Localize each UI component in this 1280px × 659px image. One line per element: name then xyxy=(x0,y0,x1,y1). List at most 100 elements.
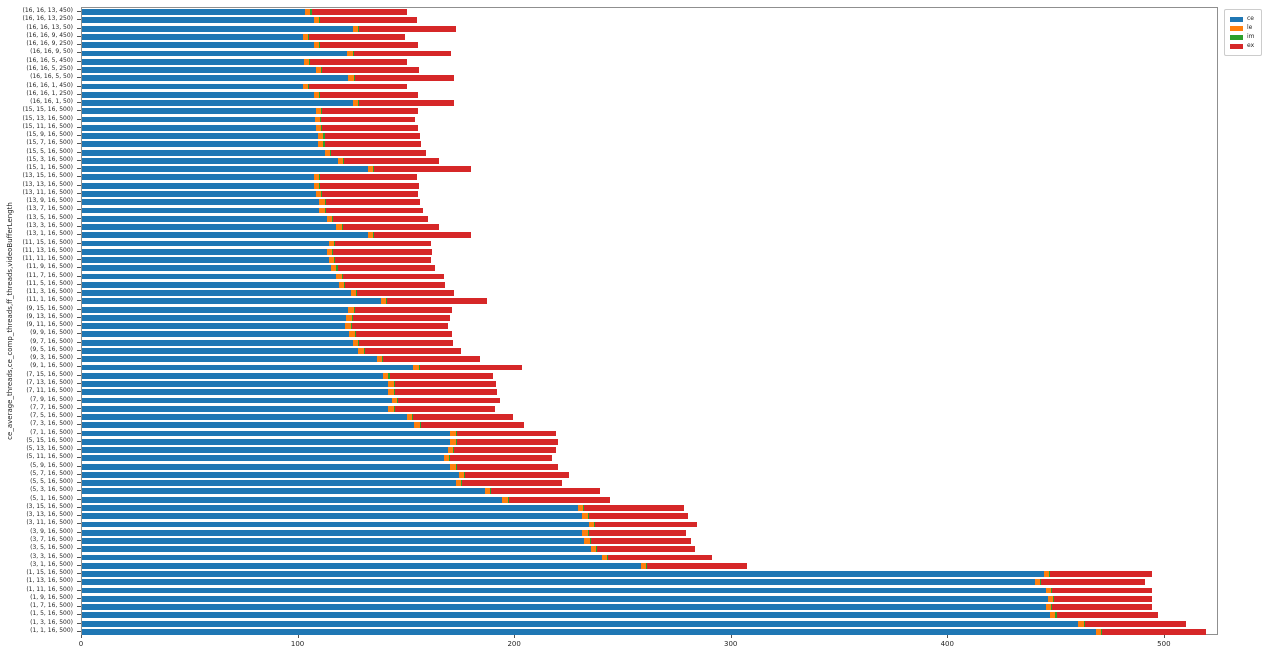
bar-segment-le xyxy=(313,182,320,189)
y-tick-label: (1, 15, 16, 500) xyxy=(26,569,73,577)
y-tick-mark xyxy=(77,548,81,550)
bar-segment-ce xyxy=(82,604,1046,610)
bar-row xyxy=(82,339,454,346)
legend-swatch-le xyxy=(1230,25,1243,31)
bar-segment-le xyxy=(1045,587,1052,594)
x-tick-label: 0 xyxy=(78,640,84,648)
plot-area xyxy=(81,7,1218,635)
bar-segment-le xyxy=(367,232,374,239)
y-tick-label: (13, 1, 16, 500) xyxy=(26,230,73,238)
bar-segment-le xyxy=(406,414,413,420)
y-tick-mark xyxy=(77,176,81,178)
bar-segment-im xyxy=(455,438,457,445)
y-tick-mark xyxy=(77,416,81,418)
y-tick-label: (1, 11, 16, 500) xyxy=(26,585,73,593)
bar-segment-im xyxy=(1051,587,1053,594)
bar-segment-le xyxy=(388,389,394,396)
bar-segment-ce xyxy=(82,538,585,544)
bar-segment-im xyxy=(323,141,325,148)
y-tick-label: (9, 5, 16, 500) xyxy=(30,345,73,353)
y-tick-label: (9, 11, 16, 500) xyxy=(26,321,73,329)
bar-segment-ce xyxy=(82,463,451,470)
x-tick-label: 200 xyxy=(507,640,521,648)
bar-row xyxy=(82,463,559,470)
bar-segment-ex xyxy=(1102,628,1206,635)
bar-segment-le xyxy=(450,430,456,437)
bar-segment-im xyxy=(1040,579,1042,586)
bar-segment-ex xyxy=(588,513,689,520)
bar-segment-le xyxy=(577,505,584,511)
bar-segment-ex xyxy=(374,166,471,173)
bar-segment-im xyxy=(319,17,321,24)
y-tick-mark xyxy=(77,465,81,467)
bar-segment-ex xyxy=(398,397,500,404)
bar-segment-ce xyxy=(82,562,641,569)
bar-segment-le xyxy=(318,141,324,148)
bar-segment-ce xyxy=(82,397,392,404)
bar-segment-le xyxy=(328,257,335,263)
bar-row xyxy=(82,438,559,445)
bar-segment-ce xyxy=(82,587,1046,594)
y-tick-label: (7, 7, 16, 500) xyxy=(30,403,73,411)
bar-segment-ex xyxy=(1054,595,1152,602)
bar-segment-im xyxy=(393,389,395,396)
bar-segment-ex xyxy=(454,447,557,453)
bar-segment-ce xyxy=(82,166,368,173)
y-tick-mark xyxy=(77,209,81,211)
y-tick-mark xyxy=(77,449,81,451)
bar-segment-ex xyxy=(320,17,417,24)
y-tick-mark xyxy=(77,77,81,79)
y-tick-label: (3, 9, 16, 500) xyxy=(30,527,73,535)
y-tick-label: (5, 9, 16, 500) xyxy=(30,461,73,469)
bar-segment-le xyxy=(413,364,419,371)
bar-segment-le xyxy=(350,290,356,296)
y-tick-label: (15, 15, 16, 500) xyxy=(22,106,73,114)
y-tick-mark xyxy=(77,60,81,62)
y-tick-mark xyxy=(77,581,81,583)
y-tick-label: (13, 7, 16, 500) xyxy=(26,205,73,213)
bar-segment-ce xyxy=(82,348,359,354)
y-axis-tick-labels: (16, 16, 13, 450) (16, 16, 13, 250) (16, 1… xyxy=(0,7,77,635)
bar-segment-le xyxy=(326,248,333,255)
y-tick-mark xyxy=(77,159,81,161)
bar-segment-le xyxy=(391,397,398,404)
y-tick-mark xyxy=(77,556,81,558)
bar-segment-im xyxy=(309,58,311,65)
bar-segment-le xyxy=(450,438,456,445)
bar-row xyxy=(82,397,500,404)
bar-row xyxy=(82,240,431,247)
bar-segment-le xyxy=(1047,595,1054,602)
legend-entry-le: le xyxy=(1230,24,1255,32)
bar-segment-ex xyxy=(354,75,455,82)
bar-segment-ce xyxy=(82,496,503,503)
y-tick-label: (5, 15, 16, 500) xyxy=(26,436,73,444)
bar-segment-ce xyxy=(82,83,303,90)
bar-segment-ex xyxy=(322,108,418,115)
bar-segment-le xyxy=(337,157,343,164)
bar-row xyxy=(82,281,445,288)
bar-segment-ce xyxy=(82,232,368,239)
bar-row xyxy=(82,306,453,313)
y-tick-label: (1, 9, 16, 500) xyxy=(30,593,73,601)
y-tick-label: (3, 5, 16, 500) xyxy=(30,544,73,552)
bar-row xyxy=(82,455,552,462)
y-tick-label: (3, 1, 16, 500) xyxy=(30,560,73,568)
x-tick-label: 500 xyxy=(1157,640,1171,648)
bar-segment-le xyxy=(305,9,311,16)
bar-segment-im xyxy=(388,372,390,379)
bar-segment-ce xyxy=(82,438,451,445)
bar-segment-ex xyxy=(351,323,448,330)
bar-segment-im xyxy=(1055,612,1057,619)
y-tick-mark xyxy=(77,283,81,285)
bar-segment-ex xyxy=(374,232,471,239)
y-tick-mark xyxy=(77,259,81,261)
bar-row xyxy=(82,447,557,453)
y-tick-mark xyxy=(77,498,81,500)
bar-segment-im xyxy=(1083,620,1085,627)
bar-row xyxy=(82,207,424,214)
bar-segment-im xyxy=(373,166,375,173)
bar-segment-le xyxy=(349,331,355,338)
bar-segment-im xyxy=(352,50,354,57)
bar-row xyxy=(82,124,418,131)
y-tick-mark xyxy=(77,432,81,434)
